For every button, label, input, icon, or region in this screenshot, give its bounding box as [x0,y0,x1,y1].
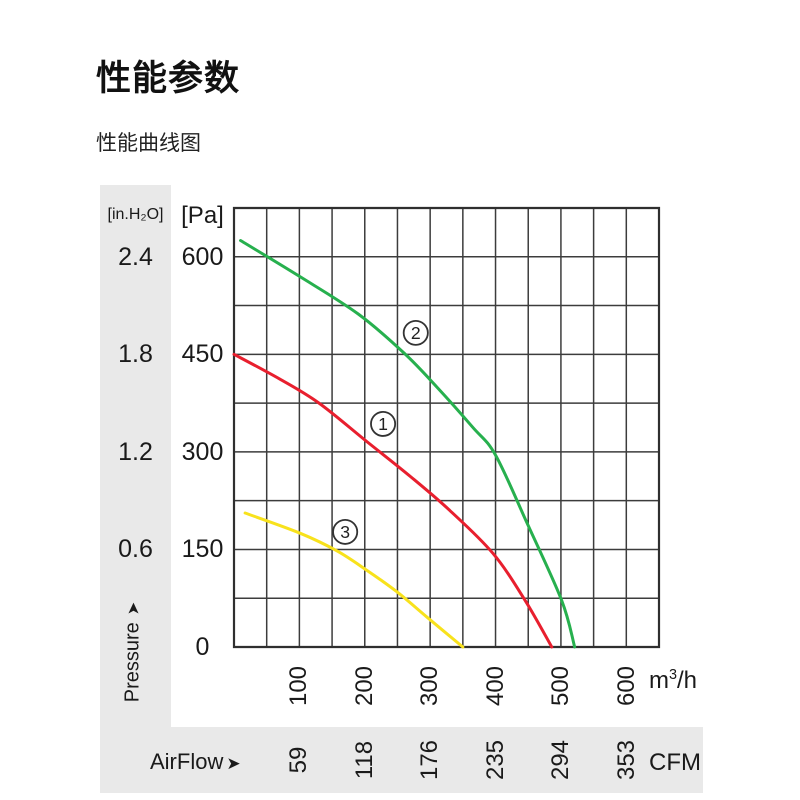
pressure-axis-title: Pressure ➤ [122,602,145,702]
cfm-tick-label: 294 [547,739,575,781]
curve-label-circle-1 [371,412,395,436]
pa-tick-label: 150 [181,535,224,564]
curve-label-circle-2 [404,321,428,345]
unit-label-m3h: m3/h [649,667,697,695]
cfm-tick-label: 235 [481,739,509,781]
up-arrow-icon: ➤ [125,601,143,616]
right-arrow-icon: ➤ [226,754,241,773]
curve-1 [234,354,552,647]
m3h-tick-label: 500 [547,665,575,707]
cfm-tick-label: 176 [416,739,444,781]
curve-label-number-3: 3 [340,522,350,542]
pa-tick-label: 600 [181,242,224,271]
plot-border [234,208,659,647]
pa-tick-label: 300 [181,437,224,466]
m3h-tick-label: 400 [481,665,509,707]
m3h-tick-label: 300 [416,665,444,707]
curve-label-number-1: 1 [378,414,388,434]
unit-label-inh2o: [in.H₂O] [107,206,164,223]
m3h-sup: 3 [669,667,678,683]
curve-3 [245,513,463,647]
section-subtitle: 性能曲线图 [96,132,201,155]
pa-tick-label: 0 [195,633,210,661]
m3h-tick-label: 100 [285,665,313,707]
inh2o-tick-label: 1.2 [118,437,153,466]
airflow-axis-band [100,727,703,793]
inh2o-tick-label: 2.4 [118,242,153,271]
curve-2 [241,241,575,647]
m3h-tick-label: 200 [350,665,378,707]
curve-label-number-2: 2 [411,323,421,343]
airflow-axis-title: AirFlow ➤ [150,749,241,775]
unit-label-cfm: CFM [649,749,701,776]
unit-label-pa: [Pa] [181,202,224,229]
cfm-tick-label: 353 [612,739,640,781]
inh2o-tick-label: 0.6 [118,535,153,564]
cfm-tick-label: 118 [350,740,378,780]
m3h-rest: /h [677,667,698,694]
m3h-tick-label: 600 [612,665,640,707]
pa-tick-label: 450 [181,340,224,369]
pressure-axis-band [100,185,171,793]
inh2o-tick-label: 1.8 [118,340,153,369]
m3h-base: m [649,667,669,694]
cfm-tick-label: 59 [285,746,313,774]
performance-curve-plot: 1 2 3 [234,208,659,647]
page-title: 性能参数 [96,59,241,98]
airflow-text: AirFlow [150,749,224,774]
pressure-text: Pressure [121,622,144,703]
curve-label-circle-3 [333,520,357,544]
